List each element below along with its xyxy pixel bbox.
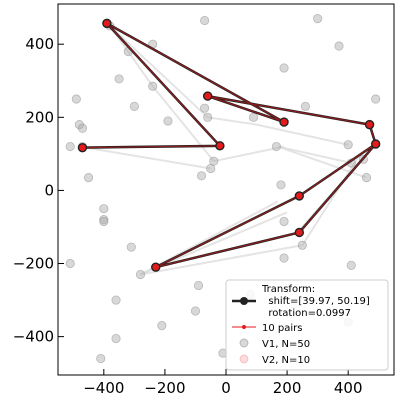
y-axis: −400 −200 0 200 400 bbox=[13, 35, 64, 346]
v1-point-23 bbox=[361, 173, 372, 183]
v1-point-13 bbox=[313, 14, 323, 24]
x-tick-label-0: −400 bbox=[83, 379, 124, 397]
v1-point-9 bbox=[203, 112, 213, 122]
v1-point-12 bbox=[209, 156, 219, 166]
v1-point-42 bbox=[190, 306, 201, 316]
v2-point-3 bbox=[202, 91, 213, 101]
v1-point-4 bbox=[163, 116, 173, 126]
v1-point-37 bbox=[111, 295, 121, 305]
v1-point-3 bbox=[129, 101, 139, 111]
x-tick-label-4: 400 bbox=[334, 379, 363, 397]
legend-v1-marker bbox=[239, 338, 249, 348]
v1-point-25 bbox=[71, 94, 81, 104]
v1-point-24 bbox=[276, 180, 286, 190]
v1-point-17 bbox=[300, 101, 311, 111]
v1-point-40 bbox=[157, 321, 167, 331]
v1-points-group bbox=[65, 14, 381, 364]
v2-point-0 bbox=[102, 18, 112, 29]
v2-point-4 bbox=[279, 117, 289, 127]
v1-point-41 bbox=[193, 280, 204, 291]
v1-link-6 bbox=[256, 123, 349, 146]
y-tick-label-0: −400 bbox=[13, 328, 54, 346]
v1-point-11 bbox=[196, 171, 207, 181]
v2-point-5 bbox=[364, 119, 375, 130]
v1-link-14 bbox=[140, 244, 303, 276]
v1-point-38 bbox=[111, 333, 121, 344]
v1-point-26 bbox=[74, 120, 84, 130]
legend-v1-label: V1, N=50 bbox=[262, 339, 310, 350]
v1-point-8 bbox=[200, 103, 210, 113]
v2-point-1 bbox=[215, 141, 225, 151]
x-tick-label-3: 200 bbox=[273, 379, 302, 397]
y-tick-label-4: 400 bbox=[25, 35, 54, 53]
v1-point-47 bbox=[346, 260, 356, 270]
v1-point-2 bbox=[114, 74, 124, 84]
legend-v2-label: V2, N=10 bbox=[262, 355, 310, 366]
v1-point-34 bbox=[126, 242, 136, 252]
v1-link-7 bbox=[277, 145, 352, 164]
legend-box bbox=[225, 279, 389, 371]
legend-transform-label-2: shift=[39.97, 50.19] bbox=[262, 296, 370, 307]
v1-point-44 bbox=[279, 216, 289, 227]
v1-point-31 bbox=[99, 204, 109, 214]
y-tick-label-1: −200 bbox=[13, 255, 54, 273]
v1-point-33 bbox=[99, 216, 109, 227]
v1-point-28 bbox=[65, 141, 75, 152]
v1-point-20 bbox=[343, 140, 353, 150]
legend-transform-label-1: Transform: bbox=[261, 284, 315, 295]
v2-point-7 bbox=[294, 191, 305, 201]
v1-link-0 bbox=[109, 25, 209, 119]
x-tick-label-2: 0 bbox=[221, 379, 231, 397]
x-axis: −400 −200 0 200 400 bbox=[83, 369, 363, 397]
v1-link-3 bbox=[79, 145, 211, 170]
v1-point-46 bbox=[279, 253, 289, 263]
legend-pairs-marker bbox=[242, 325, 246, 329]
v2-points-group bbox=[77, 18, 381, 272]
v1-point-35 bbox=[135, 269, 146, 280]
v1-point-14 bbox=[334, 41, 344, 51]
y-tick-label-3: 200 bbox=[25, 108, 54, 126]
v2-point-9 bbox=[294, 227, 305, 238]
y-tick-label-2: 0 bbox=[44, 181, 54, 199]
v1-point-39 bbox=[96, 353, 106, 364]
v1-point-18 bbox=[248, 112, 259, 122]
v1-point-16 bbox=[279, 63, 289, 73]
v1-link-2 bbox=[151, 85, 215, 162]
legend-pairs-label: 10 pairs bbox=[262, 323, 302, 334]
v2-point-2 bbox=[77, 142, 88, 153]
v1-link-11 bbox=[301, 153, 362, 246]
legend-transform-label-3: rotation=0.0997 bbox=[262, 308, 351, 319]
v1-point-30 bbox=[83, 173, 94, 183]
legend: Transform: shift=[39.97, 50.19] rotation… bbox=[225, 279, 389, 371]
v1-point-36 bbox=[65, 258, 75, 269]
v1-link-5 bbox=[207, 116, 257, 126]
v1-point-7 bbox=[200, 15, 210, 26]
v1-point-5 bbox=[148, 81, 158, 91]
v1-point-45 bbox=[297, 240, 307, 250]
v2-point-8 bbox=[151, 262, 161, 272]
legend-transform-marker bbox=[240, 297, 248, 305]
v2-point-6 bbox=[370, 139, 381, 149]
v1-link-4 bbox=[213, 145, 285, 163]
v1-point-15 bbox=[371, 94, 381, 104]
legend-v2-marker bbox=[239, 354, 249, 364]
x-tick-label-1: −200 bbox=[144, 379, 185, 397]
v1-point-19 bbox=[271, 141, 281, 152]
v1-point-27 bbox=[77, 123, 88, 133]
